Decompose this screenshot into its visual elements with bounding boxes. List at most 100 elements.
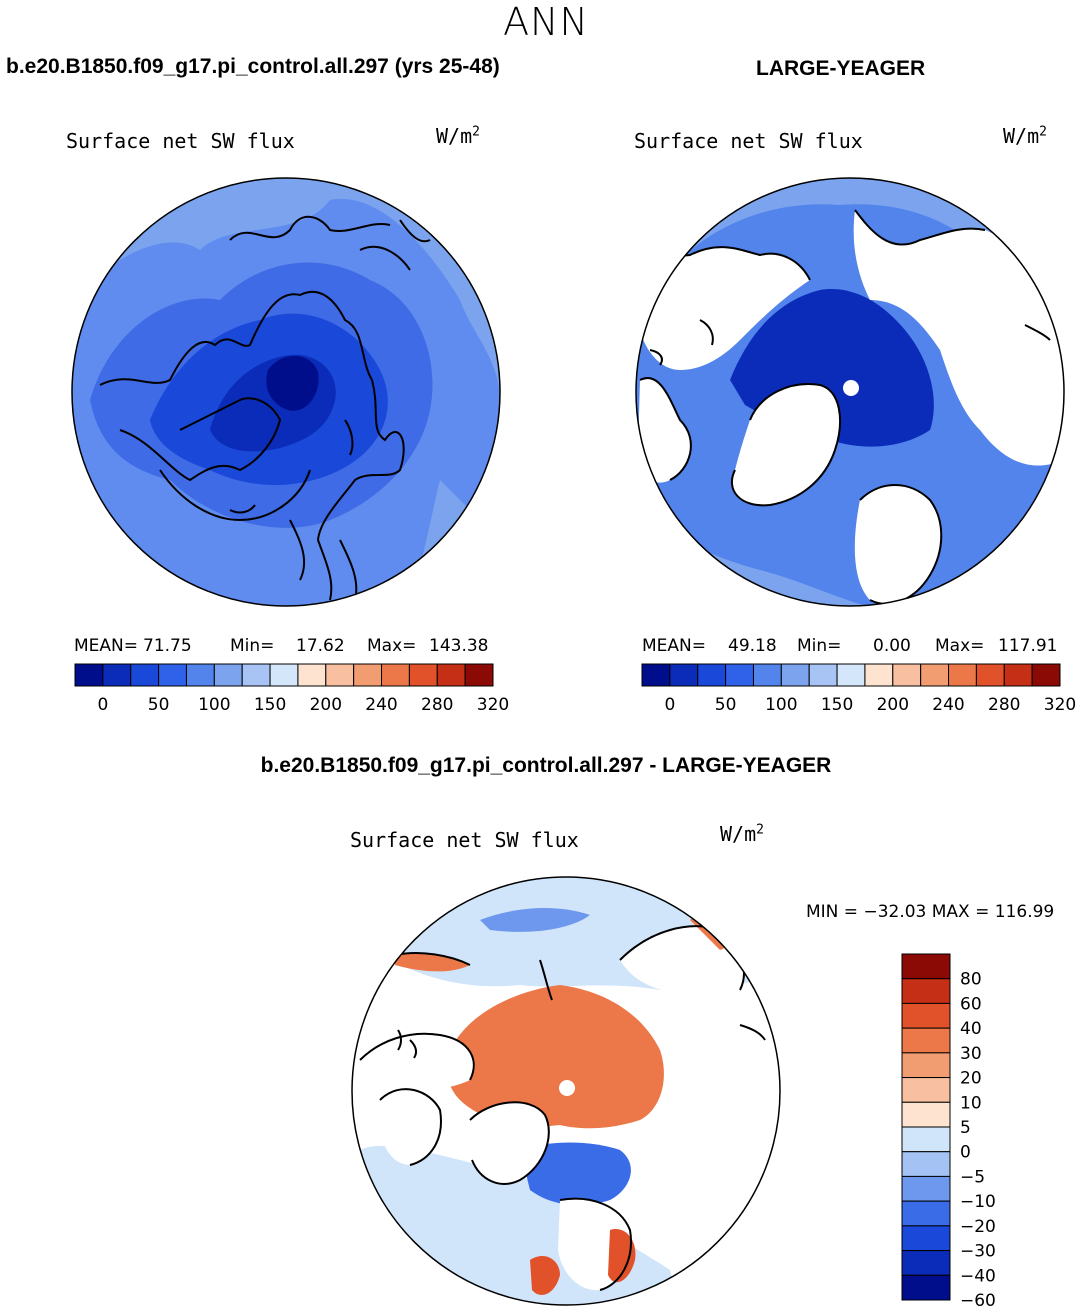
diff-map-coastlines (359, 925, 766, 1291)
diff-colorbar-tick-4: 20 (960, 1069, 982, 1089)
right-mean-value: 49.18 (728, 636, 777, 656)
left-map-border (71, 177, 501, 607)
left-colorbar-swatch-13 (436, 663, 466, 687)
right-colorbar-swatch-6 (808, 663, 838, 687)
diff-colorbar-tick-12: −40 (960, 1266, 996, 1286)
left-colorbar-tick-2: 100 (198, 695, 230, 715)
diff-colorbar-tick-3: 30 (960, 1044, 982, 1064)
left-colorbar-swatch-12 (408, 663, 438, 687)
right-variable-label: Surface net SW flux (634, 129, 863, 153)
left-colorbar: 0 50 100 150 200 240 280 320 (74, 663, 509, 715)
diff-units-label: W/m2 (720, 822, 764, 846)
left-colorbar-tick-0: 0 (97, 695, 108, 715)
right-map-land-alaska (638, 378, 691, 483)
diff-map-land-north (620, 926, 744, 999)
right-colorbar-swatch-1 (669, 663, 699, 687)
diff-colorbar-swatch-1 (901, 978, 951, 1004)
right-max-value: 117.91 (998, 636, 1058, 656)
diff-colorbar-swatch-2 (901, 1002, 951, 1029)
left-colorbar-swatch-11 (381, 663, 410, 687)
diff-colorbar-swatch-10 (901, 1200, 951, 1227)
right-colorbar-swatch-7 (836, 663, 866, 687)
left-colorbar-swatch-5 (213, 663, 243, 687)
right-units-label: W/m2 (1003, 124, 1047, 148)
diff-colorbar-tick-5: 10 (960, 1093, 982, 1113)
left-map (72, 178, 500, 606)
left-colorbar-swatch-1 (102, 663, 132, 687)
left-mean-value: 71.75 (143, 636, 192, 656)
left-colorbar-swatch-7 (269, 663, 299, 687)
diff-colorbar-tick-8: −5 (960, 1167, 985, 1187)
right-colorbar-swatch-13 (1003, 663, 1033, 687)
diff-map-band-coast-orange-2 (395, 953, 470, 972)
left-units-label: W/m2 (436, 124, 480, 148)
right-colorbar-swatch-12 (975, 663, 1005, 687)
figure-title: ANN (503, 0, 589, 44)
diff-variable-label: Surface net SW flux (350, 828, 579, 852)
diff-colorbar-swatch-6 (901, 1101, 951, 1128)
diff-colorbar-swatch-3 (901, 1027, 951, 1054)
diff-map-band-north-blue (480, 908, 590, 932)
right-colorbar-tick-4: 200 (877, 695, 909, 715)
diff-colorbar-swatch-0 (901, 953, 951, 980)
diff-colorbar-swatch-8 (901, 1151, 951, 1177)
right-map-land-eurasia (636, 247, 810, 370)
diff-colorbar-tick-13: −60 (960, 1291, 996, 1310)
diff-map-band-coast-red-2 (608, 1229, 636, 1283)
right-mean-label: MEAN= (642, 636, 706, 656)
right-map-border (635, 177, 1065, 607)
left-mean-label: MEAN= (74, 636, 138, 656)
right-colorbar: 0 50 100 150 200 240 280 320 (641, 663, 1076, 715)
diff-colorbar-tick-7: 0 (960, 1143, 971, 1163)
right-colorbar-tick-6: 280 (988, 695, 1020, 715)
diff-map-land-alaska (379, 1089, 441, 1165)
left-colorbar-swatch-10 (353, 663, 383, 687)
left-map-band-pole (266, 356, 319, 411)
right-colorbar-swatch-2 (697, 663, 727, 687)
right-colorbar-swatch-14 (1031, 663, 1061, 687)
diff-map-pole-hole (559, 1080, 575, 1096)
diff-minmax: MIN = −32.03 MAX = 116.99 (806, 902, 1055, 922)
right-colorbar-tick-3: 150 (821, 695, 853, 715)
right-colorbar-swatch-10 (920, 663, 950, 687)
diff-colorbar-tick-10: −20 (960, 1217, 996, 1237)
left-max-label: Max= (367, 636, 417, 656)
right-min-label: Min= (797, 636, 842, 656)
diff-colorbar-swatch-5 (901, 1077, 951, 1103)
right-map-pole-hole (843, 380, 859, 396)
diff-colorbar-swatch-13 (901, 1274, 951, 1301)
diff-colorbar-swatch-12 (901, 1250, 951, 1276)
left-colorbar-swatch-8 (297, 663, 327, 687)
left-min-label: Min= (230, 636, 275, 656)
right-max-label: Max= (935, 636, 985, 656)
left-variable-label: Surface net SW flux (66, 129, 295, 153)
diff-colorbar-tick-11: −30 (960, 1242, 996, 1262)
diff-colorbar-tick-1: 60 (960, 994, 982, 1014)
diff-colorbar-tick-9: −10 (960, 1192, 996, 1212)
diff-map-border (351, 876, 781, 1306)
left-colorbar-swatch-9 (325, 663, 355, 687)
diff-colorbar-swatch-9 (901, 1175, 951, 1202)
diff-colorbar-tick-2: 40 (960, 1019, 982, 1039)
left-colorbar-swatch-6 (241, 663, 271, 687)
diff-colorbar-swatch-7 (901, 1126, 951, 1153)
diff-colorbar-swatch-4 (901, 1052, 951, 1079)
diff-colorbar-swatch-11 (901, 1225, 951, 1252)
right-colorbar-swatch-5 (780, 663, 810, 687)
right-colorbar-tick-2: 100 (765, 695, 797, 715)
left-colorbar-tick-7: 320 (477, 695, 509, 715)
diff-map-land-siberia (360, 1033, 474, 1100)
right-colorbar-swatch-0 (641, 663, 671, 687)
left-colorbar-swatch-4 (185, 663, 215, 687)
right-min-value: 0.00 (873, 636, 911, 656)
right-map-land-scandinavia (854, 485, 942, 604)
diff-map-band-cold (520, 1142, 631, 1206)
left-case-title: b.e20.B1850.f09_g17.pi_control.all.297 (… (6, 55, 500, 78)
left-max-value: 143.38 (429, 636, 489, 656)
right-case-title: LARGE-YEAGER (756, 57, 926, 80)
right-colorbar-swatch-9 (892, 663, 922, 687)
right-colorbar-tick-1: 50 (715, 695, 737, 715)
right-colorbar-swatch-8 (864, 663, 894, 687)
